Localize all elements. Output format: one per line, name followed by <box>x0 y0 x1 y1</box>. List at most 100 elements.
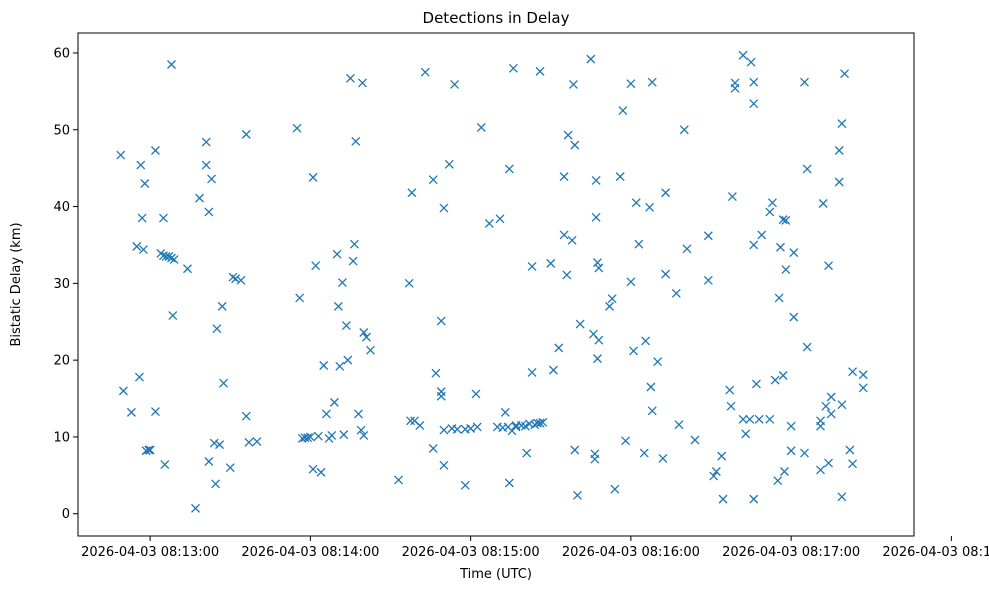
data-points <box>116 50 868 513</box>
data-point-x-marker <box>212 324 222 334</box>
data-point-x-marker <box>548 365 558 375</box>
data-point-x-marker <box>164 252 174 261</box>
data-point-x-marker <box>439 203 449 213</box>
data-point-x-marker <box>167 60 176 69</box>
data-point-x-marker <box>765 207 775 217</box>
data-point-x-marker <box>725 385 735 395</box>
data-point-x-marker <box>508 63 518 73</box>
data-point-x-marker <box>466 424 476 433</box>
data-point-x-marker <box>703 275 713 285</box>
data-point-x-marker <box>800 448 809 458</box>
data-point-x-marker <box>332 249 342 259</box>
data-point-x-marker <box>837 400 847 410</box>
data-point-x-marker <box>605 301 614 311</box>
data-point-x-marker <box>690 435 700 445</box>
data-point-x-marker <box>821 401 831 411</box>
data-point-x-marker <box>195 193 204 203</box>
data-point-x-marker <box>436 387 446 397</box>
data-point-x-marker <box>495 214 505 224</box>
data-point-x-marker <box>767 198 777 208</box>
data-point-x-marker <box>535 66 545 76</box>
data-point-x-marker <box>145 445 155 455</box>
data-point-x-marker <box>626 79 636 89</box>
data-point-x-marker <box>647 406 657 416</box>
data-point-x-marker <box>343 355 353 365</box>
data-point-x-marker <box>201 137 211 147</box>
data-point-x-marker <box>786 446 796 456</box>
data-point-x-marker <box>204 457 214 466</box>
data-point-x-marker <box>138 245 148 255</box>
data-point-x-marker <box>607 294 617 304</box>
data-point-x-marker <box>754 414 764 424</box>
data-point-x-marker <box>682 244 692 254</box>
data-point-x-marker <box>439 425 449 435</box>
data-point-x-marker <box>615 172 625 182</box>
data-point-x-marker <box>646 382 656 392</box>
data-point-x-marker <box>209 438 219 448</box>
data-point-x-marker <box>661 188 671 198</box>
data-point-x-marker <box>671 288 681 298</box>
data-point-x-marker <box>594 263 604 273</box>
data-point-x-marker <box>824 261 833 271</box>
data-point-x-marker <box>303 433 313 443</box>
data-point-x-marker <box>321 409 331 419</box>
data-point-x-marker <box>183 264 192 274</box>
data-point-x-marker <box>366 345 375 355</box>
data-point-x-marker <box>780 467 789 476</box>
x-tick-label: 2026-04-03 08:17:00 <box>722 545 860 560</box>
data-point-x-marker <box>211 479 221 489</box>
data-point-x-marker <box>848 459 858 469</box>
data-point-x-marker <box>781 215 791 225</box>
data-point-x-marker <box>431 368 441 378</box>
data-point-x-marker <box>765 414 775 424</box>
data-point-x-marker <box>570 140 580 150</box>
data-point-x-marker <box>858 383 868 393</box>
data-point-x-marker <box>586 54 596 64</box>
data-point-x-marker <box>308 172 318 182</box>
data-point-x-marker <box>305 432 315 442</box>
data-point-x-marker <box>348 256 358 266</box>
data-point-x-marker <box>610 484 620 494</box>
data-point-x-marker <box>727 192 737 202</box>
y-tick-label: 40 <box>53 200 70 215</box>
data-point-x-marker <box>749 494 759 504</box>
data-point-x-marker <box>559 230 569 240</box>
data-point-x-marker <box>356 425 366 435</box>
data-point-x-marker <box>137 213 147 223</box>
data-point-x-marker <box>140 179 150 188</box>
data-point-x-marker <box>241 411 251 421</box>
data-point-x-marker <box>353 409 363 419</box>
data-point-x-marker <box>778 215 788 225</box>
data-point-x-marker <box>674 420 684 430</box>
data-point-x-marker <box>738 50 748 60</box>
data-point-x-marker <box>738 414 748 424</box>
data-point-x-marker <box>407 188 417 198</box>
data-point-x-marker <box>522 448 532 458</box>
x-tick-label: 2026-04-03 08:18:00 <box>882 545 989 560</box>
data-point-x-marker <box>726 401 736 411</box>
data-point-x-marker <box>161 252 171 261</box>
data-point-x-marker <box>244 437 254 447</box>
data-point-x-marker <box>626 277 636 287</box>
data-point-x-marker <box>406 416 415 426</box>
data-point-x-marker <box>134 372 144 382</box>
data-point-x-marker <box>444 159 454 169</box>
data-point-x-marker <box>428 443 438 453</box>
data-point-x-marker <box>826 392 836 402</box>
data-point-x-marker <box>126 407 136 417</box>
data-point-x-marker <box>746 57 756 67</box>
data-point-x-marker <box>191 503 200 513</box>
data-point-x-marker <box>160 460 170 470</box>
data-point-x-marker <box>802 164 812 174</box>
data-point-x-marker <box>749 99 759 109</box>
data-point-x-marker <box>563 130 573 140</box>
data-point-x-marker <box>834 177 844 187</box>
data-point-x-marker <box>778 371 788 380</box>
data-point-x-marker <box>826 409 836 419</box>
data-point-x-marker <box>530 420 540 430</box>
data-point-x-marker <box>800 77 809 87</box>
data-point-x-marker <box>327 430 337 440</box>
data-point-x-marker <box>219 378 229 388</box>
data-point-x-marker <box>144 445 154 455</box>
